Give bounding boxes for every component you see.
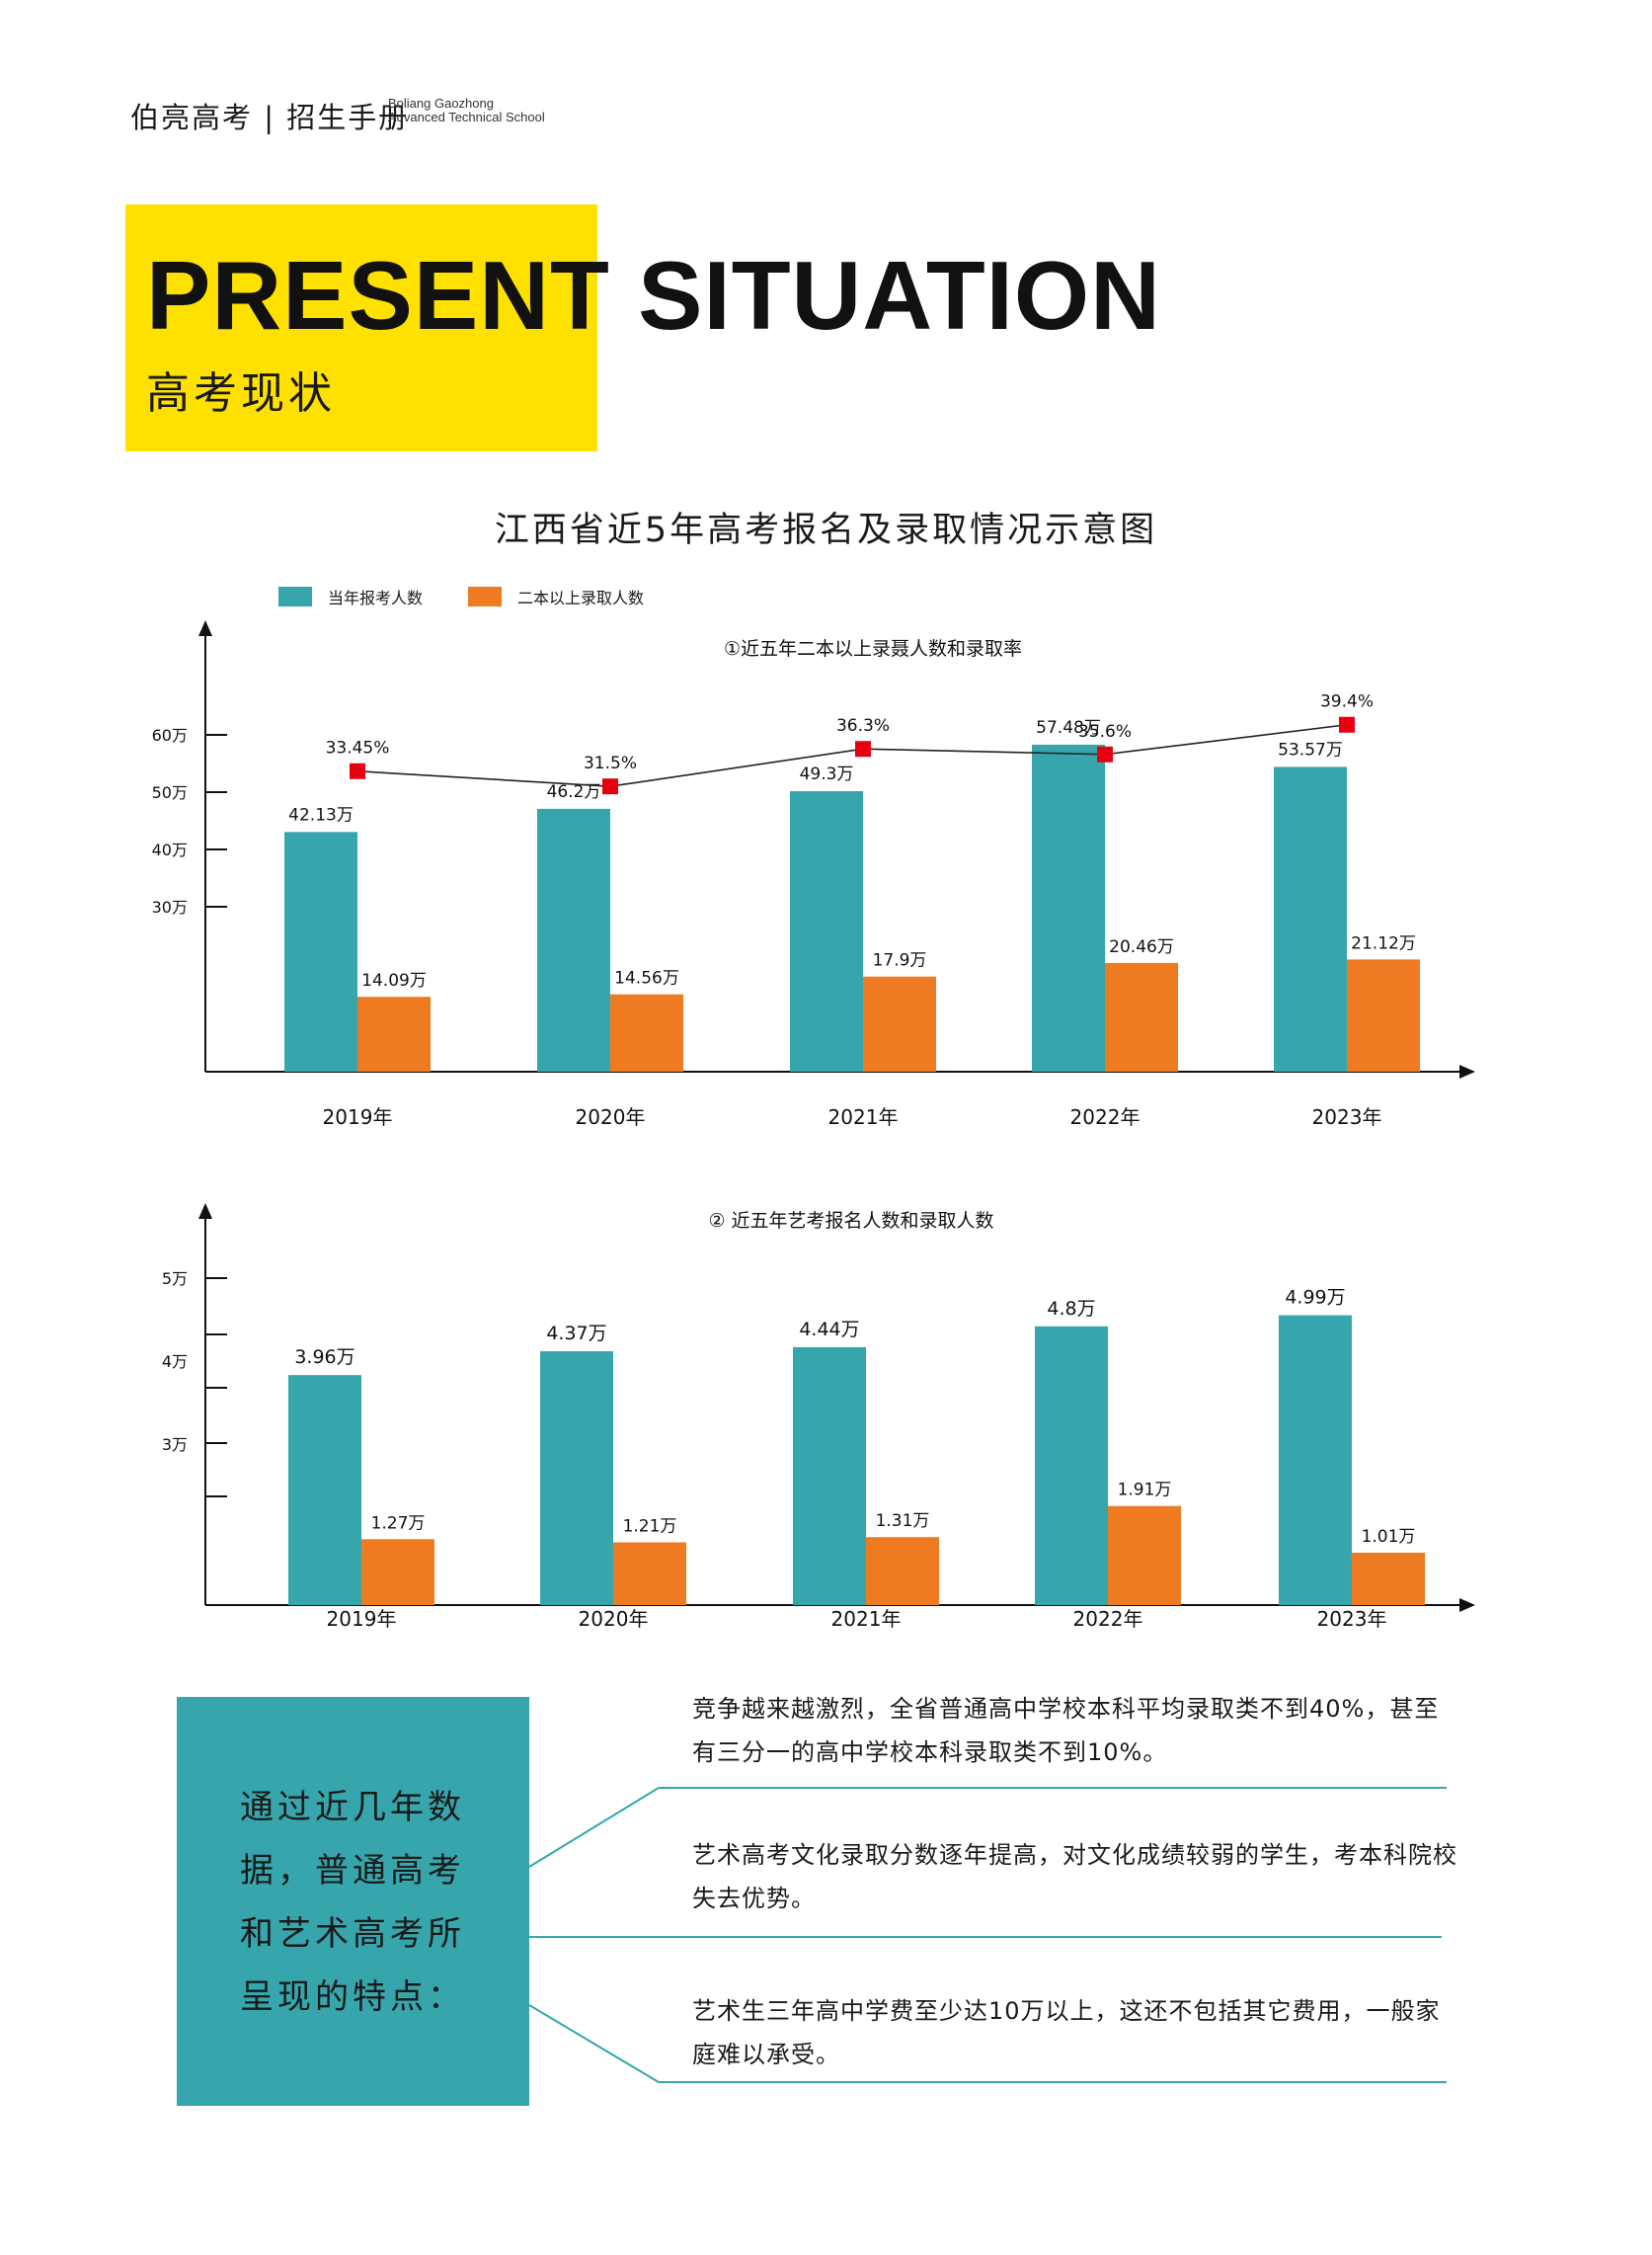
rate-marker bbox=[1097, 746, 1113, 763]
chart-subtitle: ② 近五年艺考报名人数和录取人数 bbox=[708, 1210, 993, 1232]
legend-label-admitted: 二本以上录取人数 bbox=[517, 589, 645, 607]
bar-registered bbox=[1274, 766, 1347, 1072]
connector-line bbox=[528, 2004, 660, 2083]
x-tick-label: 2021年 bbox=[828, 1105, 899, 1129]
bar-registered bbox=[1032, 744, 1105, 1072]
summary-note-1: 竞争越来越激烈，全省普通高中学校本科平均录取类不到40%，甚至有三分一的高中学校… bbox=[692, 1695, 1440, 1766]
summary-note-3: 艺术生三年高中学费至少达10万以上，这还不包括其它费用，一般家庭难以承受。 bbox=[692, 1997, 1441, 2068]
bar-value-label-admitted: 1.27万 bbox=[371, 1513, 426, 1533]
x-tick-label: 2022年 bbox=[1073, 1607, 1143, 1630]
chart-admission-rate: 60万 50万 40万 30万 ①近五年二本以上录聂人数和录取率 42.13万 14.09万… bbox=[152, 620, 1475, 1129]
legend-swatch-orange bbox=[468, 587, 502, 606]
summary-note-2: 艺术高考文化录取分数逐年提高，对文化成绩较弱的学生，考本科院校失去优势。 bbox=[692, 1841, 1457, 1912]
connector-line bbox=[528, 1787, 660, 1868]
rate-marker bbox=[855, 741, 871, 758]
bar-admitted bbox=[1108, 1505, 1181, 1605]
x-tick-label: 2019年 bbox=[323, 1105, 393, 1129]
bar-registered bbox=[540, 1351, 613, 1605]
bar-value-label-registered: 4.8万 bbox=[1047, 1298, 1095, 1320]
x-tick-label: 2023年 bbox=[1312, 1105, 1382, 1129]
rate-label: 36.3% bbox=[836, 716, 890, 736]
bar-value-label-registered: 3.96万 bbox=[294, 1346, 354, 1368]
legend-item-registered: 当年报考人数 bbox=[278, 585, 424, 607]
hero-yellow-block bbox=[125, 204, 597, 451]
hero-title: PRESENT SITUATION bbox=[146, 241, 1161, 350]
summary-box-text: 通过近几年数据，普通高考和艺术高考所呈现的特点： bbox=[240, 1788, 465, 2017]
bar-admitted bbox=[613, 1542, 686, 1605]
x-tick-label: 2022年 bbox=[1070, 1105, 1141, 1129]
bar-value-label-admitted: 20.46万 bbox=[1109, 937, 1174, 957]
legend-label-registered: 当年报考人数 bbox=[328, 589, 424, 607]
bar-value-label-registered: 4.37万 bbox=[546, 1323, 606, 1344]
rate-label: 39.4% bbox=[1320, 692, 1374, 712]
summary-box bbox=[177, 1697, 529, 2106]
bar-value-label-admitted: 21.12万 bbox=[1351, 933, 1416, 953]
bar-admitted bbox=[1352, 1552, 1425, 1605]
y-tick-label: 30万 bbox=[152, 898, 188, 917]
bar-registered bbox=[284, 832, 357, 1072]
bar-value-label-admitted: 1.01万 bbox=[1362, 1527, 1416, 1547]
chart-subtitle: ①近五年二本以上录聂人数和录取率 bbox=[724, 638, 1022, 660]
bar-value-label-admitted: 14.09万 bbox=[361, 971, 427, 991]
legend-item-admitted: 二本以上录取人数 bbox=[468, 585, 645, 607]
bar-value-label-registered: 49.3万 bbox=[800, 765, 854, 784]
bar-value-label-registered: 57.48万 bbox=[1036, 718, 1101, 738]
rate-marker bbox=[350, 763, 365, 779]
x-tick-label: 2019年 bbox=[327, 1607, 397, 1630]
brand-title: 伯亮高考 | 招生手册 bbox=[130, 101, 410, 134]
bar-admitted bbox=[863, 976, 936, 1072]
hero-subtitle: 高考现状 bbox=[146, 368, 336, 419]
bar-value-label-registered: 46.2万 bbox=[547, 782, 601, 802]
y-axis-arrow bbox=[198, 620, 212, 636]
rate-marker bbox=[1339, 716, 1355, 733]
y-tick-label: 50万 bbox=[152, 783, 188, 802]
rate-label: 35.6% bbox=[1078, 722, 1132, 742]
bar-admitted bbox=[1105, 962, 1178, 1072]
bar-value-label-admitted: 1.91万 bbox=[1118, 1481, 1172, 1500]
rate-label: 31.5% bbox=[584, 754, 637, 773]
y-tick-label: 3万 bbox=[162, 1435, 188, 1454]
bar-value-label-registered: 4.99万 bbox=[1285, 1287, 1345, 1309]
chart-main-title: 江西省近5年高考报名及录取情况示意图 bbox=[494, 511, 1158, 550]
bar-value-label-registered: 53.57万 bbox=[1278, 740, 1343, 760]
bar-admitted bbox=[866, 1537, 939, 1605]
bar-registered bbox=[790, 791, 863, 1072]
y-axis-arrow bbox=[198, 1203, 212, 1219]
x-axis-arrow bbox=[1459, 1598, 1475, 1612]
y-tick-label: 4万 bbox=[162, 1352, 188, 1371]
bar-registered bbox=[1035, 1326, 1108, 1605]
bar-admitted bbox=[1347, 959, 1420, 1072]
y-tick-label: 40万 bbox=[152, 841, 188, 859]
rate-label: 33.45% bbox=[326, 739, 390, 759]
legend-swatch-teal bbox=[278, 587, 312, 606]
bar-admitted bbox=[357, 997, 431, 1072]
brand-en-line-2: Advanced Technical School bbox=[388, 110, 545, 124]
chart-art-exam: 5万 4万 3万 ② 近五年艺考报名人数和录取人数 3.96万 1.27万 2019年 4.3… bbox=[162, 1203, 1475, 1630]
bar-value-label-admitted: 14.56万 bbox=[614, 969, 679, 989]
x-tick-label: 2021年 bbox=[831, 1607, 902, 1630]
rate-marker bbox=[602, 778, 618, 795]
x-axis-arrow bbox=[1459, 1065, 1475, 1079]
x-tick-label: 2020年 bbox=[579, 1607, 649, 1630]
bar-value-label-admitted: 17.9万 bbox=[873, 951, 927, 971]
y-tick-label: 5万 bbox=[162, 1269, 188, 1288]
bar-value-label-admitted: 1.31万 bbox=[876, 1511, 930, 1531]
brand-en-line-1: Boliang Gaozhong bbox=[388, 96, 494, 111]
bar-registered bbox=[1279, 1315, 1352, 1605]
bar-admitted bbox=[610, 994, 683, 1072]
bar-value-label-registered: 4.44万 bbox=[799, 1319, 859, 1340]
x-tick-label: 2020年 bbox=[576, 1105, 646, 1129]
x-tick-label: 2023年 bbox=[1317, 1607, 1387, 1630]
bar-value-label-admitted: 1.21万 bbox=[623, 1516, 677, 1536]
bar-value-label-registered: 42.13万 bbox=[288, 805, 354, 825]
brand-subtitle: Boliang Gaozhong Advanced Technical Scho… bbox=[388, 97, 545, 124]
y-tick-label: 60万 bbox=[152, 726, 188, 745]
bar-registered bbox=[537, 808, 610, 1072]
bar-admitted bbox=[361, 1539, 434, 1605]
bar-registered bbox=[288, 1375, 361, 1605]
bar-registered bbox=[793, 1346, 866, 1605]
